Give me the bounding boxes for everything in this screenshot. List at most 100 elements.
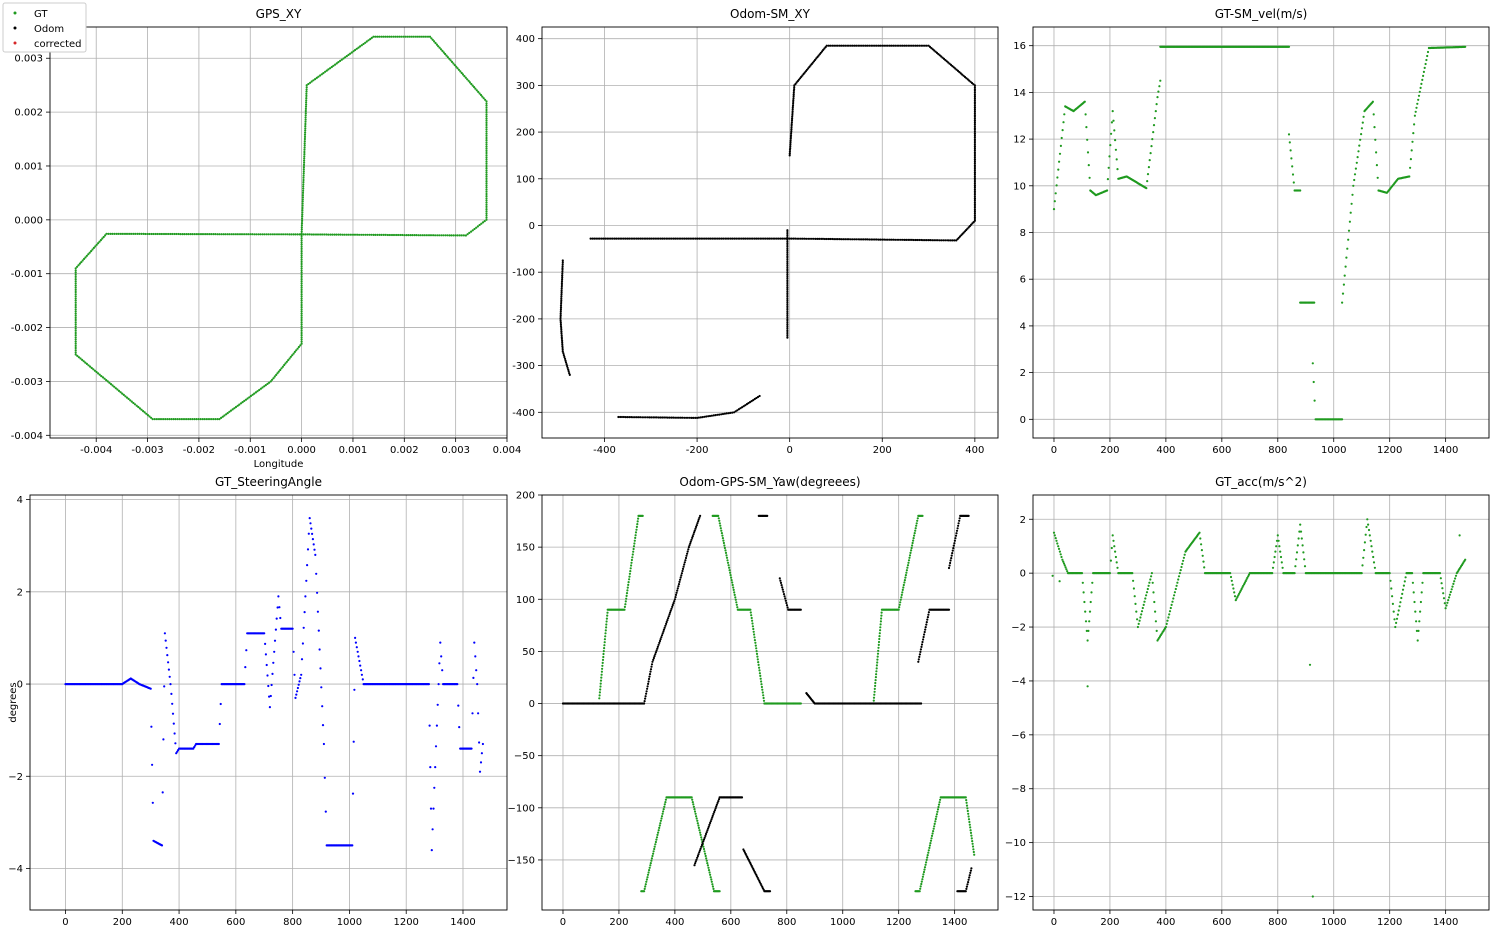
data-point bbox=[420, 35, 423, 38]
data-point bbox=[300, 273, 303, 276]
data-point bbox=[908, 44, 912, 47]
data-point bbox=[952, 544, 955, 547]
data-point bbox=[304, 112, 307, 115]
data-point bbox=[303, 148, 306, 151]
data-point bbox=[786, 316, 789, 319]
data-point bbox=[900, 596, 903, 599]
data-point bbox=[915, 522, 918, 525]
data-point bbox=[1081, 581, 1084, 584]
data-point bbox=[1297, 537, 1300, 540]
data-point bbox=[730, 576, 733, 579]
data-point bbox=[485, 145, 488, 148]
data-point bbox=[470, 82, 473, 86]
data-point bbox=[310, 527, 313, 530]
data-point bbox=[753, 237, 756, 240]
data-point bbox=[302, 174, 305, 177]
data-point bbox=[702, 847, 706, 851]
data-point bbox=[1055, 184, 1058, 187]
data-point bbox=[1063, 564, 1066, 567]
data-point bbox=[857, 238, 860, 241]
data-point bbox=[1151, 581, 1154, 584]
data-point bbox=[786, 255, 789, 258]
data-point bbox=[300, 338, 303, 341]
data-point bbox=[90, 366, 93, 370]
data-point bbox=[77, 264, 80, 267]
data-point bbox=[917, 658, 920, 661]
data-point bbox=[277, 233, 281, 236]
data-point bbox=[925, 44, 928, 47]
data-point bbox=[370, 233, 373, 236]
data-point bbox=[1344, 265, 1347, 268]
x-tick-label: 1400 bbox=[1433, 917, 1458, 928]
data-point bbox=[438, 234, 441, 237]
data-point bbox=[308, 517, 311, 520]
data-point bbox=[364, 41, 367, 44]
data-point bbox=[790, 126, 793, 129]
data-point bbox=[322, 742, 325, 746]
data-point bbox=[931, 832, 934, 835]
data-point bbox=[697, 518, 700, 521]
data-point bbox=[903, 44, 906, 47]
data-point bbox=[786, 280, 789, 284]
data-point bbox=[786, 332, 789, 335]
data-point bbox=[321, 705, 324, 708]
data-point bbox=[698, 851, 701, 854]
data-point bbox=[1132, 587, 1135, 590]
data-point bbox=[255, 233, 258, 236]
data-point bbox=[623, 605, 627, 609]
data-point bbox=[150, 725, 153, 728]
data-point bbox=[693, 808, 696, 811]
data-point bbox=[664, 416, 668, 419]
data-point bbox=[300, 271, 303, 274]
data-point bbox=[355, 47, 358, 50]
data-point bbox=[74, 278, 77, 281]
data-point bbox=[655, 237, 659, 240]
data-point bbox=[167, 668, 170, 671]
data-point bbox=[973, 91, 977, 94]
data-point bbox=[268, 706, 271, 709]
data-point bbox=[791, 110, 794, 113]
data-point bbox=[485, 162, 488, 165]
data-point bbox=[973, 214, 977, 217]
series-odom-13 bbox=[956, 867, 973, 893]
data-point bbox=[1178, 572, 1181, 575]
data-point bbox=[1136, 625, 1139, 629]
data-point bbox=[786, 312, 789, 315]
data-point bbox=[899, 238, 902, 241]
data-point bbox=[648, 416, 651, 419]
data-point bbox=[603, 644, 606, 647]
data-point bbox=[77, 356, 80, 359]
data-point bbox=[145, 412, 148, 415]
data-point bbox=[84, 256, 87, 259]
data-point bbox=[74, 303, 77, 307]
data-point bbox=[799, 702, 802, 705]
data-point bbox=[303, 133, 307, 136]
data-point bbox=[74, 314, 77, 317]
data-point bbox=[191, 233, 194, 236]
data-point bbox=[923, 866, 927, 869]
data-point bbox=[791, 108, 794, 111]
data-point bbox=[722, 237, 725, 240]
data-point bbox=[694, 860, 697, 863]
data-point bbox=[107, 232, 110, 235]
data-point bbox=[1421, 78, 1424, 81]
data-point bbox=[605, 623, 608, 626]
y-tick-label: 12 bbox=[1013, 135, 1026, 146]
data-point bbox=[651, 660, 654, 663]
data-point bbox=[134, 232, 137, 235]
data-point bbox=[786, 330, 789, 334]
data-point bbox=[858, 238, 862, 241]
data-point bbox=[305, 84, 308, 87]
data-point bbox=[907, 561, 910, 564]
data-point bbox=[154, 232, 157, 236]
data-point bbox=[696, 822, 699, 825]
data-point bbox=[674, 596, 677, 599]
data-point bbox=[565, 363, 568, 366]
data-point bbox=[725, 556, 729, 559]
data-point bbox=[751, 622, 754, 625]
data-point bbox=[786, 282, 789, 285]
series-gt-5 bbox=[1341, 45, 1467, 304]
data-point bbox=[428, 35, 432, 38]
data-point bbox=[163, 632, 166, 635]
data-point bbox=[221, 415, 224, 418]
